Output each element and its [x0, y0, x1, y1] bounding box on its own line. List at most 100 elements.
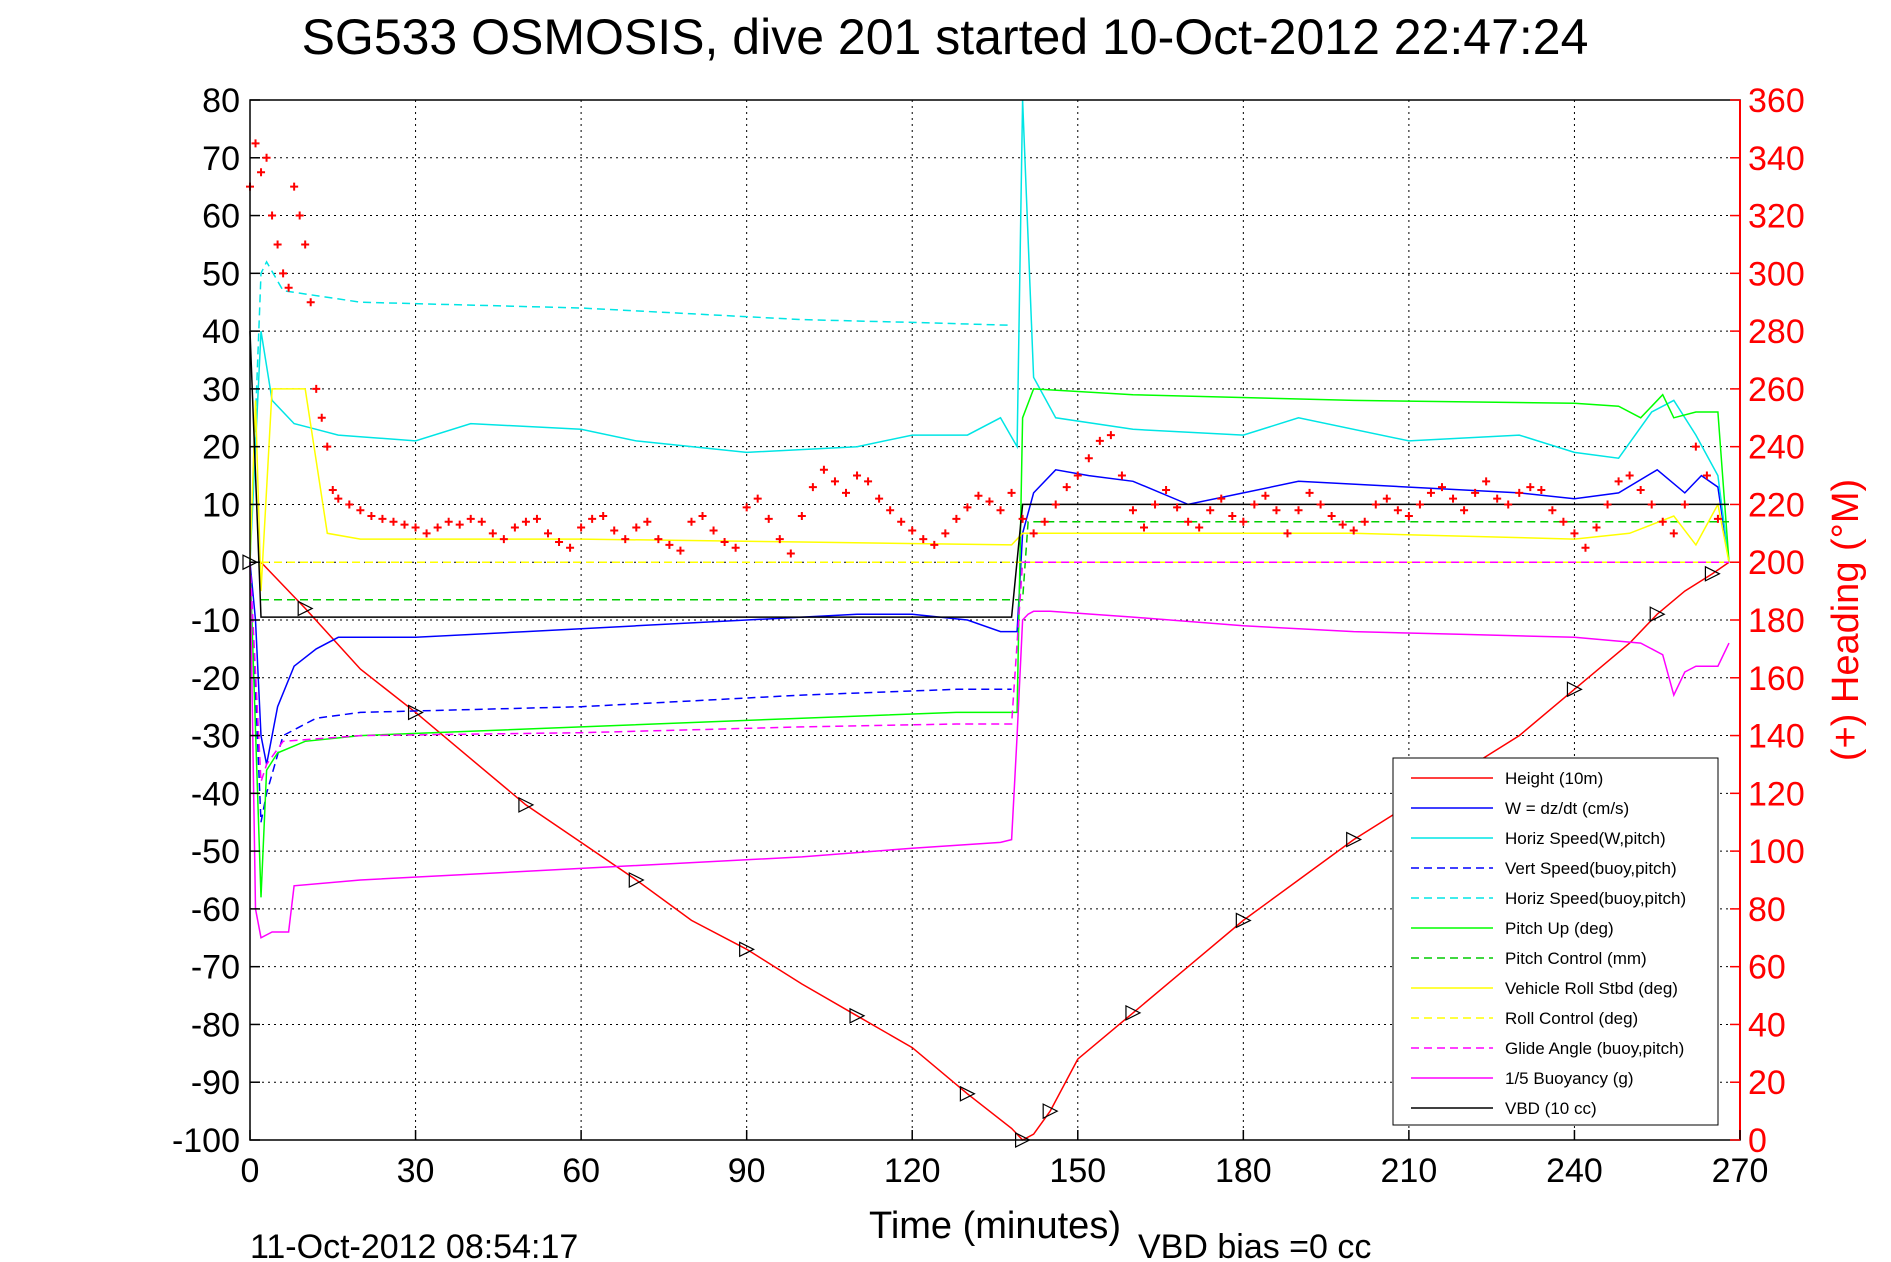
heading-marker — [974, 491, 983, 500]
heading-marker — [797, 512, 806, 520]
heading-marker — [257, 168, 266, 177]
series-vehicle-roll-stbd-deg — [249, 388, 1730, 592]
y2-tick-label: 260 — [1748, 371, 1805, 409]
heading-marker — [1162, 486, 1171, 494]
depth-marker — [407, 704, 424, 721]
heading-marker — [985, 497, 994, 506]
heading-marker — [1073, 471, 1082, 480]
heading-marker — [665, 540, 674, 549]
heading-marker — [323, 442, 332, 451]
heading-marker — [290, 182, 299, 191]
heading-marker — [709, 526, 718, 535]
heading-marker — [1327, 512, 1336, 520]
depth-marker — [849, 1007, 866, 1024]
heading-marker — [1184, 517, 1193, 526]
heading-marker — [1250, 500, 1259, 509]
y-tick-label: -10 — [191, 602, 240, 640]
heading-marker — [930, 540, 939, 549]
x-tick-label: 120 — [884, 1152, 941, 1190]
heading-marker — [444, 517, 453, 526]
heading-marker — [786, 549, 795, 558]
heading-marker — [312, 384, 321, 393]
heading-marker — [875, 494, 884, 503]
legend-label: Roll Control (deg) — [1505, 1009, 1638, 1028]
heading-marker — [1018, 514, 1027, 523]
depth-marker — [518, 796, 535, 813]
heading-marker — [830, 477, 839, 486]
series-horiz-speed-w-pitch — [249, 99, 1730, 563]
series-glide-angle-buoy-pitch — [249, 561, 1729, 783]
heading-marker — [941, 529, 950, 538]
legend-label: Horiz Speed(W,pitch) — [1505, 829, 1666, 848]
heading-marker — [1691, 442, 1700, 451]
y-tick-label: -30 — [191, 718, 240, 756]
legend-label: Vert Speed(buoy,pitch) — [1505, 859, 1677, 878]
series-pitch-control-mm — [261, 521, 1729, 601]
tick-layer: 0 30 60 90 120 150 180 210 240 270 80 70 60 50 40 30 20 1… — [172, 82, 1805, 1190]
heading-marker — [544, 529, 552, 538]
heading-marker — [273, 240, 282, 249]
y-tick-label: -100 — [172, 1122, 240, 1160]
y2-tick-label: 40 — [1748, 1006, 1786, 1044]
x-tick-label: 150 — [1049, 1152, 1106, 1190]
series-1-5-buoyancy-g — [249, 562, 1730, 939]
legend-label: VBD (10 cc) — [1505, 1099, 1597, 1118]
depth-marker — [1346, 831, 1363, 848]
heading-marker — [1239, 517, 1248, 526]
heading-marker — [1482, 477, 1491, 486]
heading-marker — [400, 520, 409, 529]
depth-marker — [1042, 1103, 1059, 1120]
heading-marker — [1305, 488, 1314, 497]
heading-marker — [1426, 488, 1435, 497]
legend-label: Horiz Speed(buoy,pitch) — [1505, 889, 1686, 908]
y-tick-label: 50 — [202, 255, 240, 293]
heading-marker — [1283, 529, 1292, 538]
heading-marker — [588, 514, 597, 523]
heading-marker — [389, 517, 398, 526]
heading-marker — [1117, 471, 1126, 480]
heading-marker — [1438, 483, 1446, 492]
heading-marker — [1559, 517, 1568, 526]
heading-marker — [532, 514, 541, 523]
y-tick-label: -90 — [191, 1064, 240, 1102]
legend: Height (10m) W = dz/dt (cm/s) Horiz Speed(… — [1392, 757, 1719, 1126]
x-axis-label: Time (minutes) — [869, 1205, 1121, 1247]
heading-marker — [1095, 436, 1104, 445]
legend-label: Glide Angle (buoy,pitch) — [1505, 1039, 1684, 1058]
heading-marker — [897, 517, 906, 526]
x-tick-label: 30 — [397, 1152, 435, 1190]
heading-marker — [1460, 506, 1469, 515]
heading-marker — [356, 506, 365, 515]
series-heading-markers — [246, 139, 1722, 558]
heading-marker — [268, 211, 277, 220]
heading-marker — [1040, 517, 1049, 526]
y2-tick-label: 280 — [1748, 313, 1805, 351]
heading-marker — [1658, 517, 1667, 526]
heading-marker — [908, 526, 917, 535]
legend-label: 1/5 Buoyancy (g) — [1505, 1069, 1634, 1088]
heading-marker — [328, 486, 337, 494]
legend-label: Height (10m) — [1505, 769, 1603, 788]
y-tick-label: 20 — [202, 429, 240, 467]
y2-tick-label: 240 — [1748, 429, 1805, 467]
heading-marker — [521, 517, 530, 526]
series-horiz-speed-buoy-pitch — [249, 260, 1012, 563]
heading-marker — [1647, 500, 1656, 509]
heading-marker — [466, 514, 475, 523]
legend-box — [1392, 757, 1719, 1126]
heading-marker — [422, 529, 431, 538]
y-tick-label: -70 — [191, 949, 240, 987]
heading-marker — [952, 514, 961, 523]
y2-tick-label: 220 — [1748, 486, 1805, 524]
series-layer — [242, 99, 1730, 1148]
heading-marker — [1471, 488, 1480, 497]
x-tick-label: 210 — [1381, 1152, 1438, 1190]
heading-marker — [1084, 454, 1093, 463]
depth-marker — [959, 1085, 976, 1102]
y2-tick-label: 0 — [1748, 1122, 1767, 1160]
depth-marker — [739, 941, 756, 958]
heading-marker — [919, 535, 928, 544]
heading-marker — [301, 240, 310, 249]
heading-marker — [306, 298, 315, 307]
chart-title: SG533 OSMOSIS, dive 201 started 10-Oct-2… — [302, 9, 1589, 65]
